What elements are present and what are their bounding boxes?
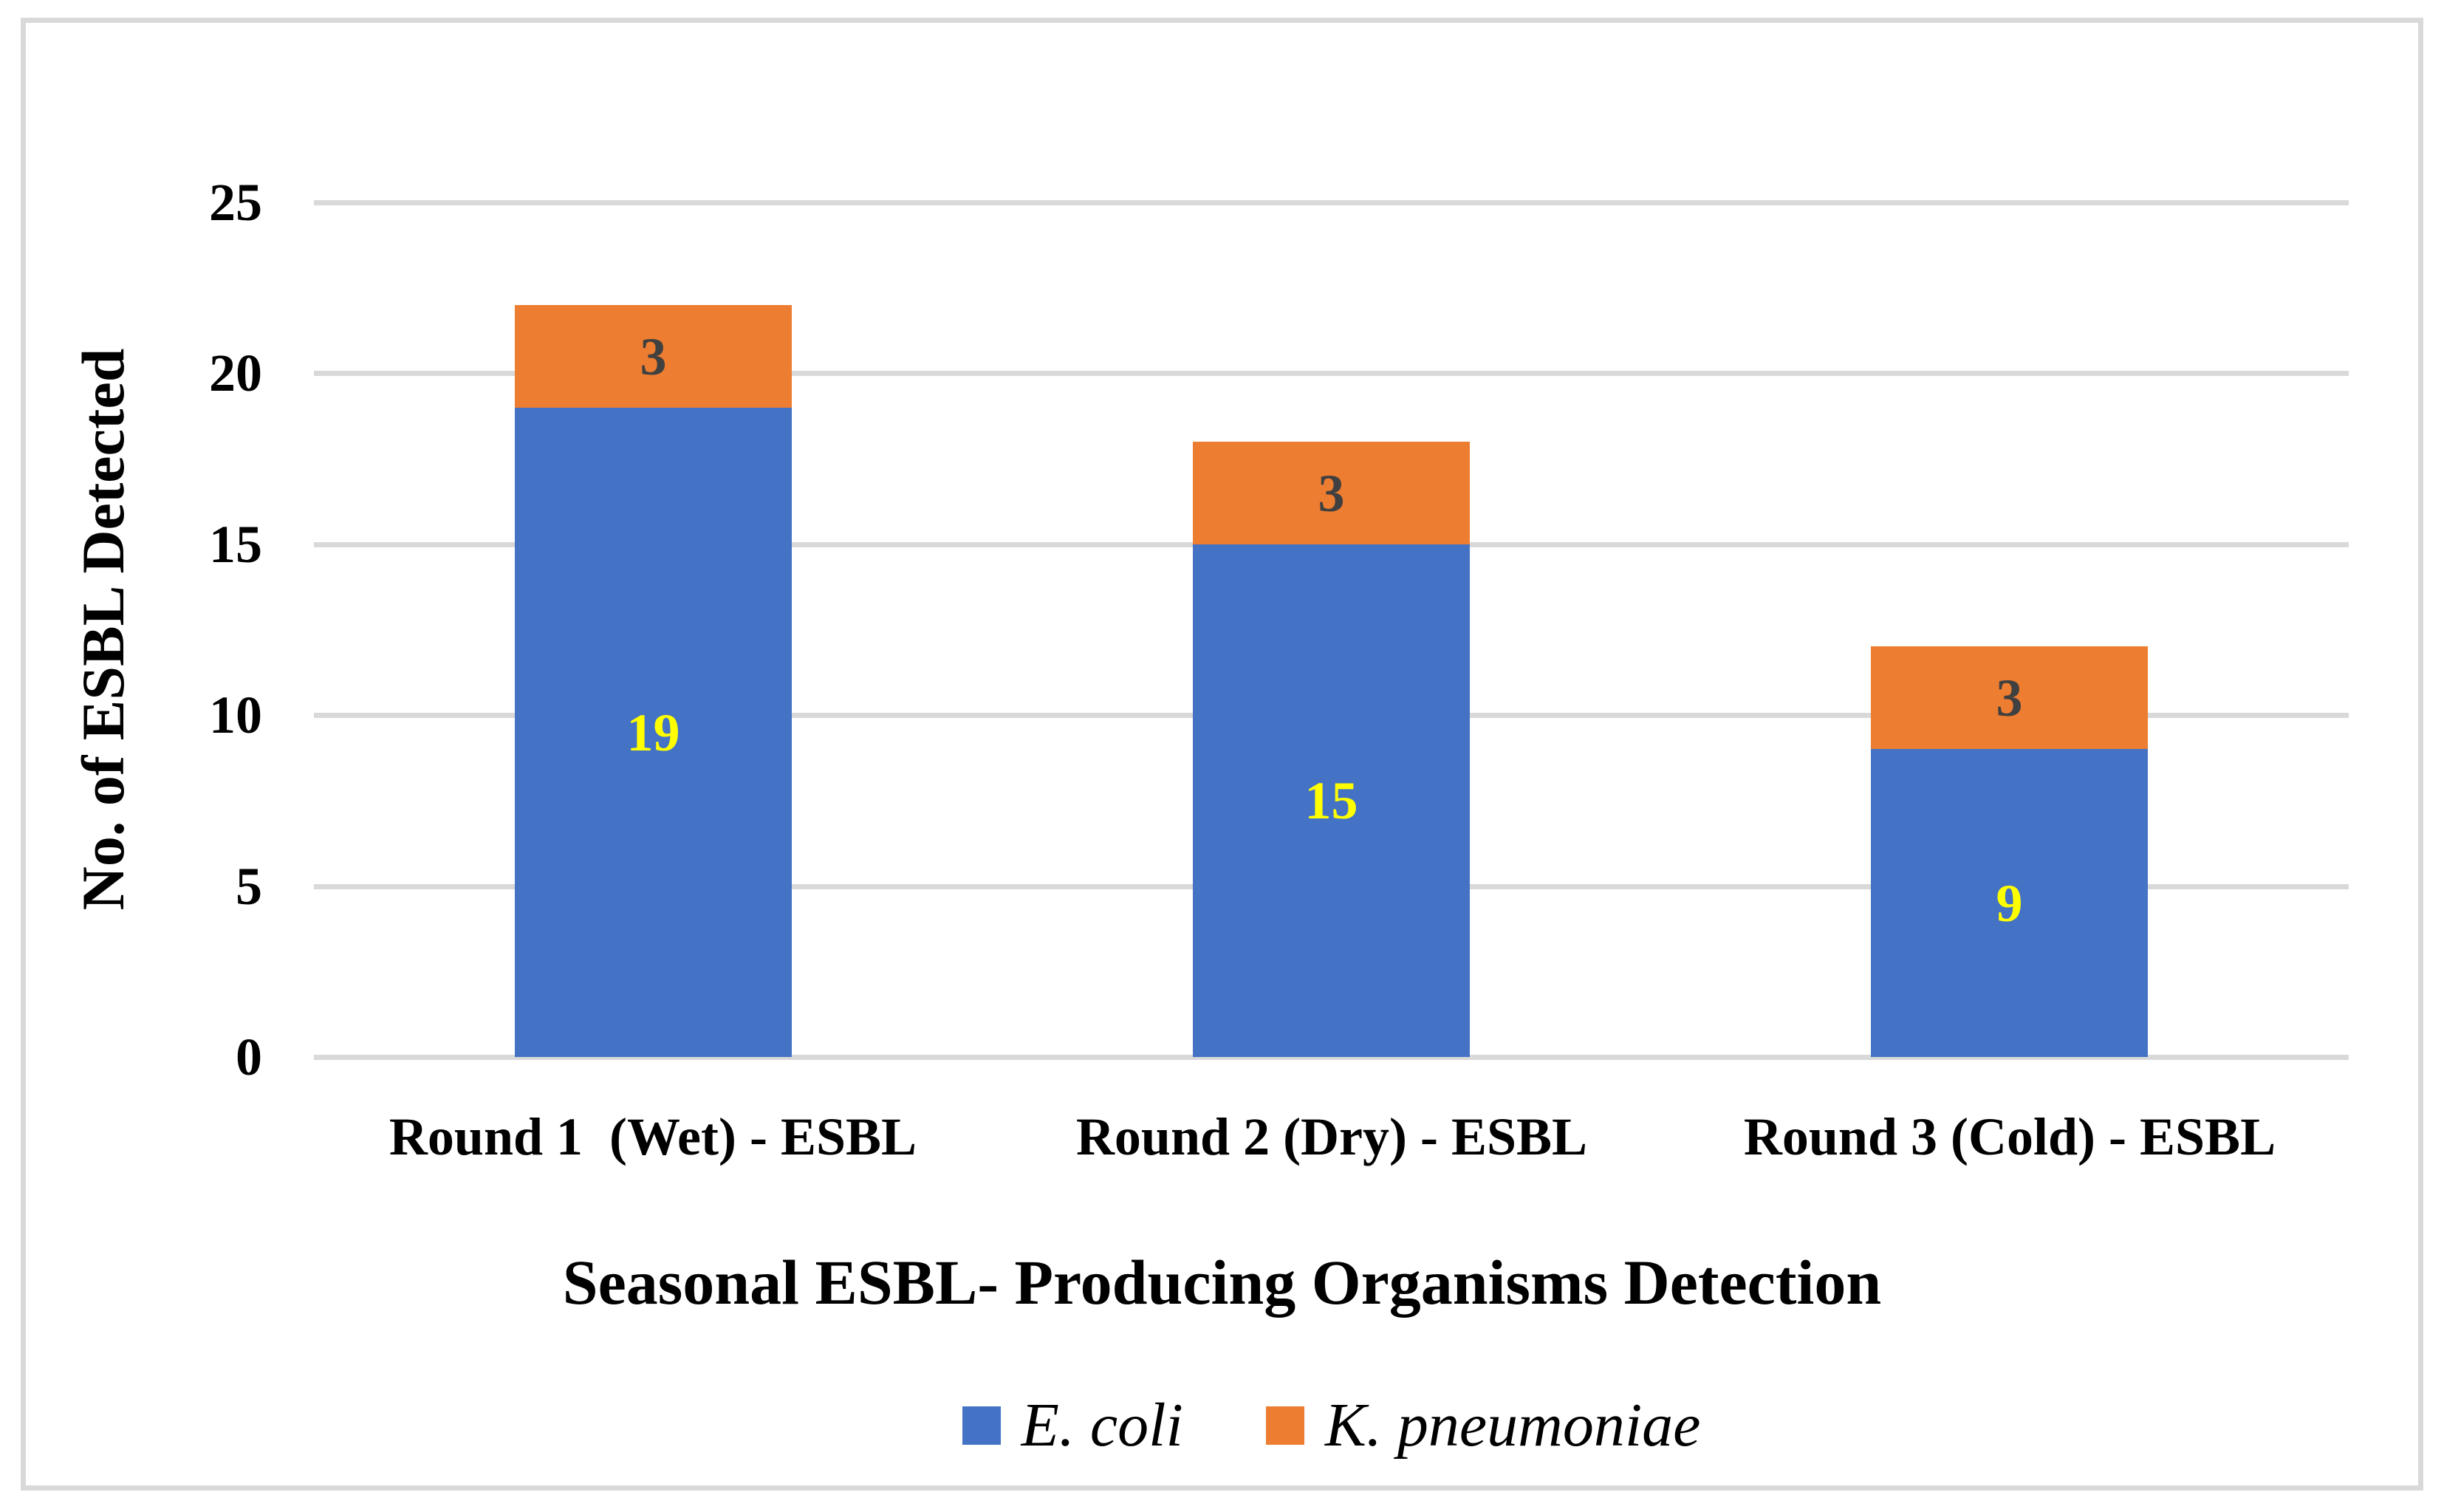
x-category-label: Round 3 (Cold) - ESBL [1743,1107,2276,1166]
legend-item-k-pneumoniae: K. pneumoniae [1265,1391,1701,1460]
bar-value-label: 3 [1318,463,1345,523]
gridline-y-20 [314,371,2349,376]
legend-label: E. coli [1021,1391,1183,1460]
bar-value-label: 19 [626,702,680,762]
bar-segment-e-coli: 9 [1871,749,2148,1057]
legend: E. coli K. pneumoniae [314,1395,2349,1457]
gridline-y-25 [314,200,2349,205]
y-tick-label: 5 [236,857,262,916]
y-tick-label: 15 [209,515,262,574]
bar-segment-k-pneumoniae: 3 [1193,442,1470,544]
legend-label: K. pneumoniae [1324,1391,1701,1460]
bar-segment-e-coli: 15 [1193,544,1470,1057]
bar-value-label: 9 [1996,873,2023,933]
bar-segment-k-pneumoniae: 3 [1871,646,2148,749]
y-tick-label: 10 [209,685,262,745]
y-tick-label: 20 [209,343,262,403]
bar-value-label: 15 [1304,771,1358,830]
y-tick-label: 25 [209,173,262,232]
bar-value-label: 3 [1996,668,2023,728]
gridline-y-0 [314,1055,2349,1060]
x-axis-title: Seasonal ESBL- Producing Organisms Detec… [562,1247,1882,1318]
x-category-label: Round 2 (Dry) - ESBL [1075,1107,1588,1166]
legend-swatch-icon [1265,1406,1304,1445]
y-tick-label: 0 [236,1027,262,1087]
bar-segment-e-coli: 19 [515,408,792,1057]
y-axis-title: No. of ESBL Detected [69,348,137,911]
bar-value-label: 3 [640,326,667,386]
legend-item-e-coli: E. coli [962,1395,1183,1457]
legend-swatch-icon [962,1406,1001,1445]
plot-area: 19 3 15 3 9 3 [314,200,2349,1060]
x-category-label: Round 1 (Wet) - ESBL [388,1107,917,1166]
bar-segment-k-pneumoniae: 3 [515,305,792,408]
